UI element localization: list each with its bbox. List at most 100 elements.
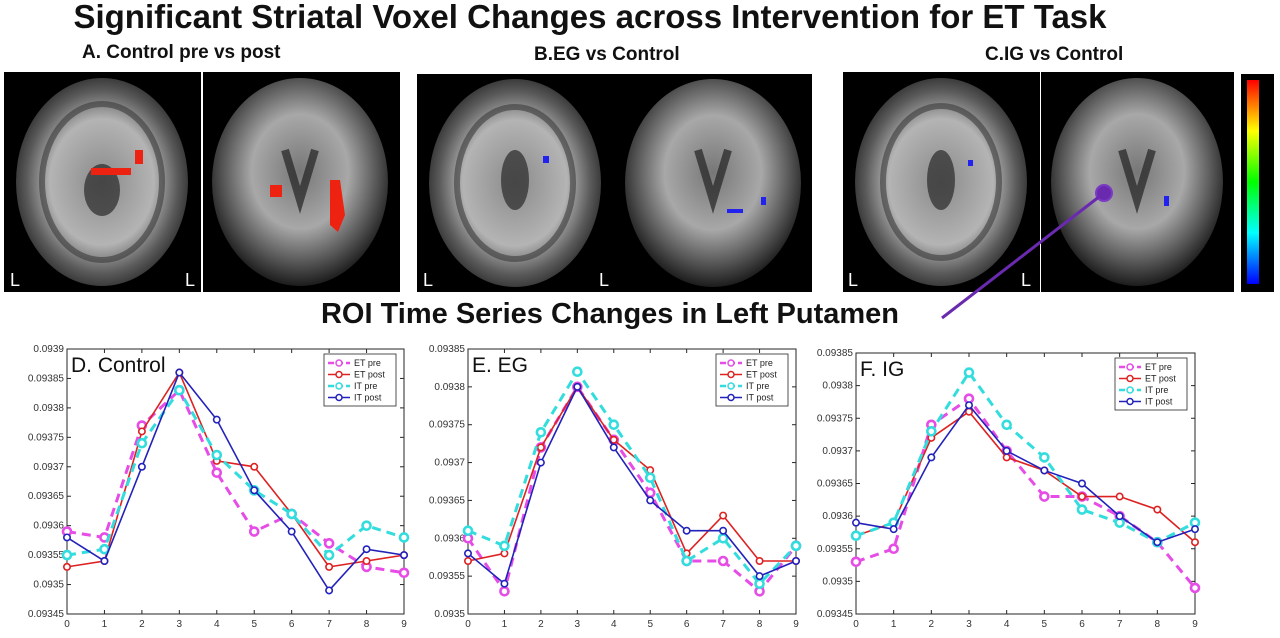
data-point bbox=[325, 586, 334, 595]
panel-a-left-marker-2: L bbox=[185, 270, 195, 290]
legend-label: IT post bbox=[746, 393, 774, 403]
data-point bbox=[926, 425, 937, 437]
legend-label: IT pre bbox=[1145, 385, 1168, 395]
data-point bbox=[399, 551, 408, 560]
x-tick-label: 8 bbox=[1155, 619, 1161, 630]
data-point bbox=[500, 579, 509, 588]
data-point bbox=[62, 533, 71, 542]
y-tick-label: 0.09375 bbox=[429, 420, 466, 431]
panel-b-left-marker-1: L bbox=[423, 270, 433, 290]
data-point bbox=[682, 526, 691, 535]
x-tick-label: 8 bbox=[364, 619, 370, 630]
data-point bbox=[398, 532, 410, 543]
data-point bbox=[136, 437, 148, 449]
colorbar bbox=[1247, 80, 1259, 284]
y-tick-label: 0.09345 bbox=[28, 609, 65, 620]
x-tick-label: 3 bbox=[575, 619, 581, 630]
y-tick-label: 0.0937 bbox=[434, 458, 465, 469]
data-point bbox=[755, 556, 764, 565]
y-tick-label: 0.09385 bbox=[429, 344, 466, 355]
panel-c-left-marker-2: L bbox=[1021, 270, 1031, 290]
y-tick-label: 0.0935 bbox=[33, 580, 64, 591]
y-tick-label: 0.09385 bbox=[28, 373, 65, 384]
legend-marker bbox=[1126, 386, 1134, 394]
data-point bbox=[609, 435, 618, 444]
data-point bbox=[1002, 453, 1011, 462]
data-point bbox=[1115, 492, 1124, 501]
data-point bbox=[500, 549, 509, 558]
x-tick-label: 1 bbox=[891, 619, 897, 630]
legend-marker bbox=[1126, 363, 1134, 371]
data-point bbox=[719, 526, 728, 535]
data-point bbox=[1002, 446, 1011, 455]
legend-marker bbox=[1126, 397, 1134, 406]
y-tick-label: 0.09365 bbox=[429, 495, 466, 506]
line-chart-1: 0.0935 0.09355 0.0936 0.09365 0.0937 0.09375 0… bbox=[429, 344, 802, 630]
x-tick-label: 4 bbox=[214, 619, 220, 630]
y-tick-label: 0.09355 bbox=[28, 550, 65, 561]
data-point bbox=[1191, 525, 1200, 534]
data-point bbox=[964, 401, 973, 410]
data-point bbox=[646, 496, 655, 505]
legend-marker bbox=[1126, 374, 1134, 383]
data-point bbox=[536, 458, 545, 467]
data-point bbox=[754, 578, 765, 590]
panel-a-activation-blob bbox=[91, 168, 131, 175]
data-point bbox=[362, 556, 371, 565]
panel-c-coronal-slice bbox=[1051, 78, 1223, 286]
panel-b-title: B.EG vs Control bbox=[534, 44, 680, 65]
data-point bbox=[211, 467, 223, 478]
x-tick-label: 6 bbox=[289, 619, 295, 630]
data-point bbox=[100, 556, 109, 565]
y-tick-label: 0.0935 bbox=[822, 576, 853, 587]
data-point bbox=[362, 545, 371, 554]
legend-marker bbox=[727, 393, 735, 402]
y-tick-label: 0.09375 bbox=[28, 432, 65, 443]
data-point bbox=[287, 527, 296, 536]
series-line-et-post bbox=[855, 410, 1196, 543]
legend-label: ET post bbox=[354, 370, 385, 380]
series-line-et-post bbox=[467, 385, 796, 562]
y-tick-label: 0.0936 bbox=[822, 511, 853, 522]
y-tick-label: 0.0937 bbox=[822, 446, 853, 457]
x-tick-label: 0 bbox=[64, 619, 70, 630]
data-point bbox=[250, 462, 259, 471]
data-point bbox=[1115, 512, 1124, 521]
data-point bbox=[1001, 419, 1012, 431]
legend-marker bbox=[335, 359, 343, 367]
data-point bbox=[361, 520, 372, 531]
data-point bbox=[609, 443, 618, 452]
data-point bbox=[248, 526, 260, 537]
x-tick-label: 7 bbox=[1117, 619, 1123, 630]
y-tick-label: 0.09355 bbox=[817, 544, 854, 555]
data-point bbox=[963, 367, 975, 378]
legend-label: IT post bbox=[354, 393, 382, 403]
panel-b-left-marker-2: L bbox=[599, 270, 609, 290]
data-point bbox=[499, 585, 510, 597]
data-point bbox=[850, 556, 862, 568]
x-tick-label: 9 bbox=[793, 619, 799, 630]
y-tick-label: 0.09355 bbox=[429, 571, 466, 582]
legend-label: IT pre bbox=[746, 381, 769, 391]
y-tick-label: 0.09365 bbox=[817, 479, 854, 490]
x-tick-label: 9 bbox=[401, 619, 407, 630]
panel-a-title: A. Control pre vs post bbox=[82, 42, 281, 63]
legend-label: ET pre bbox=[746, 358, 773, 368]
data-point bbox=[755, 572, 764, 581]
data-point bbox=[790, 540, 802, 552]
data-point bbox=[717, 555, 729, 567]
legend-label: ET post bbox=[1145, 374, 1176, 384]
roi-connector-line bbox=[941, 191, 1105, 320]
legend-marker bbox=[727, 382, 735, 390]
data-point bbox=[1076, 504, 1088, 515]
data-point bbox=[323, 549, 335, 561]
x-tick-label: 4 bbox=[611, 619, 617, 630]
data-point bbox=[463, 549, 472, 558]
series-line-it-post bbox=[467, 385, 797, 586]
line-chart-0: 0.09345 0.0935 0.09355 0.0936 0.09365 0.0937 0… bbox=[28, 344, 410, 630]
x-tick-label: 0 bbox=[853, 619, 859, 630]
panel-label: E. EG bbox=[472, 354, 528, 377]
x-tick-label: 6 bbox=[684, 619, 690, 630]
